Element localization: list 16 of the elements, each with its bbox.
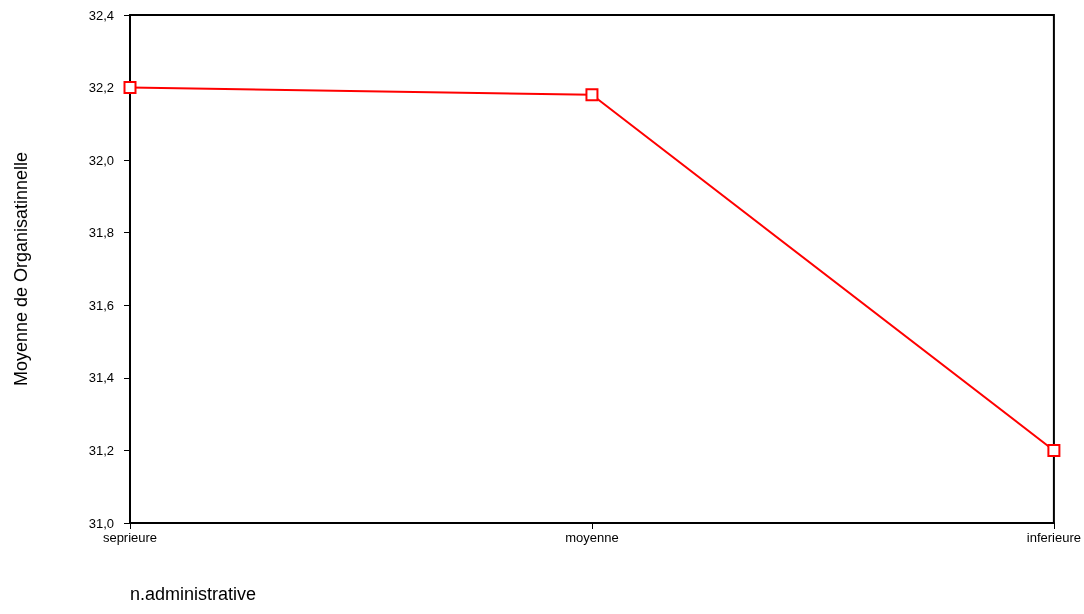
point <box>585 88 599 102</box>
y-tick-label: 32,2 <box>88 80 114 96</box>
point <box>123 81 137 95</box>
x-tick-label: seprieure <box>102 530 158 545</box>
x-axis-title: n.administrative <box>130 584 257 604</box>
y-axis-title: Moyenne de Organisatinnelle <box>11 151 31 387</box>
y-tick-label: 31,0 <box>88 515 114 531</box>
y-tick-label: 32,0 <box>88 152 114 168</box>
point <box>1047 443 1061 457</box>
y-tick-label: 31,2 <box>88 442 114 458</box>
x-tick-label: moyenne <box>565 530 619 545</box>
y-tick-label: 31,4 <box>88 370 114 386</box>
x-tick-label: inferieure <box>1026 530 1081 545</box>
y-tick-label: 31,6 <box>88 297 114 313</box>
y-tick-label: 32,4 <box>88 7 114 23</box>
y-tick-label: 31,8 <box>88 225 114 241</box>
